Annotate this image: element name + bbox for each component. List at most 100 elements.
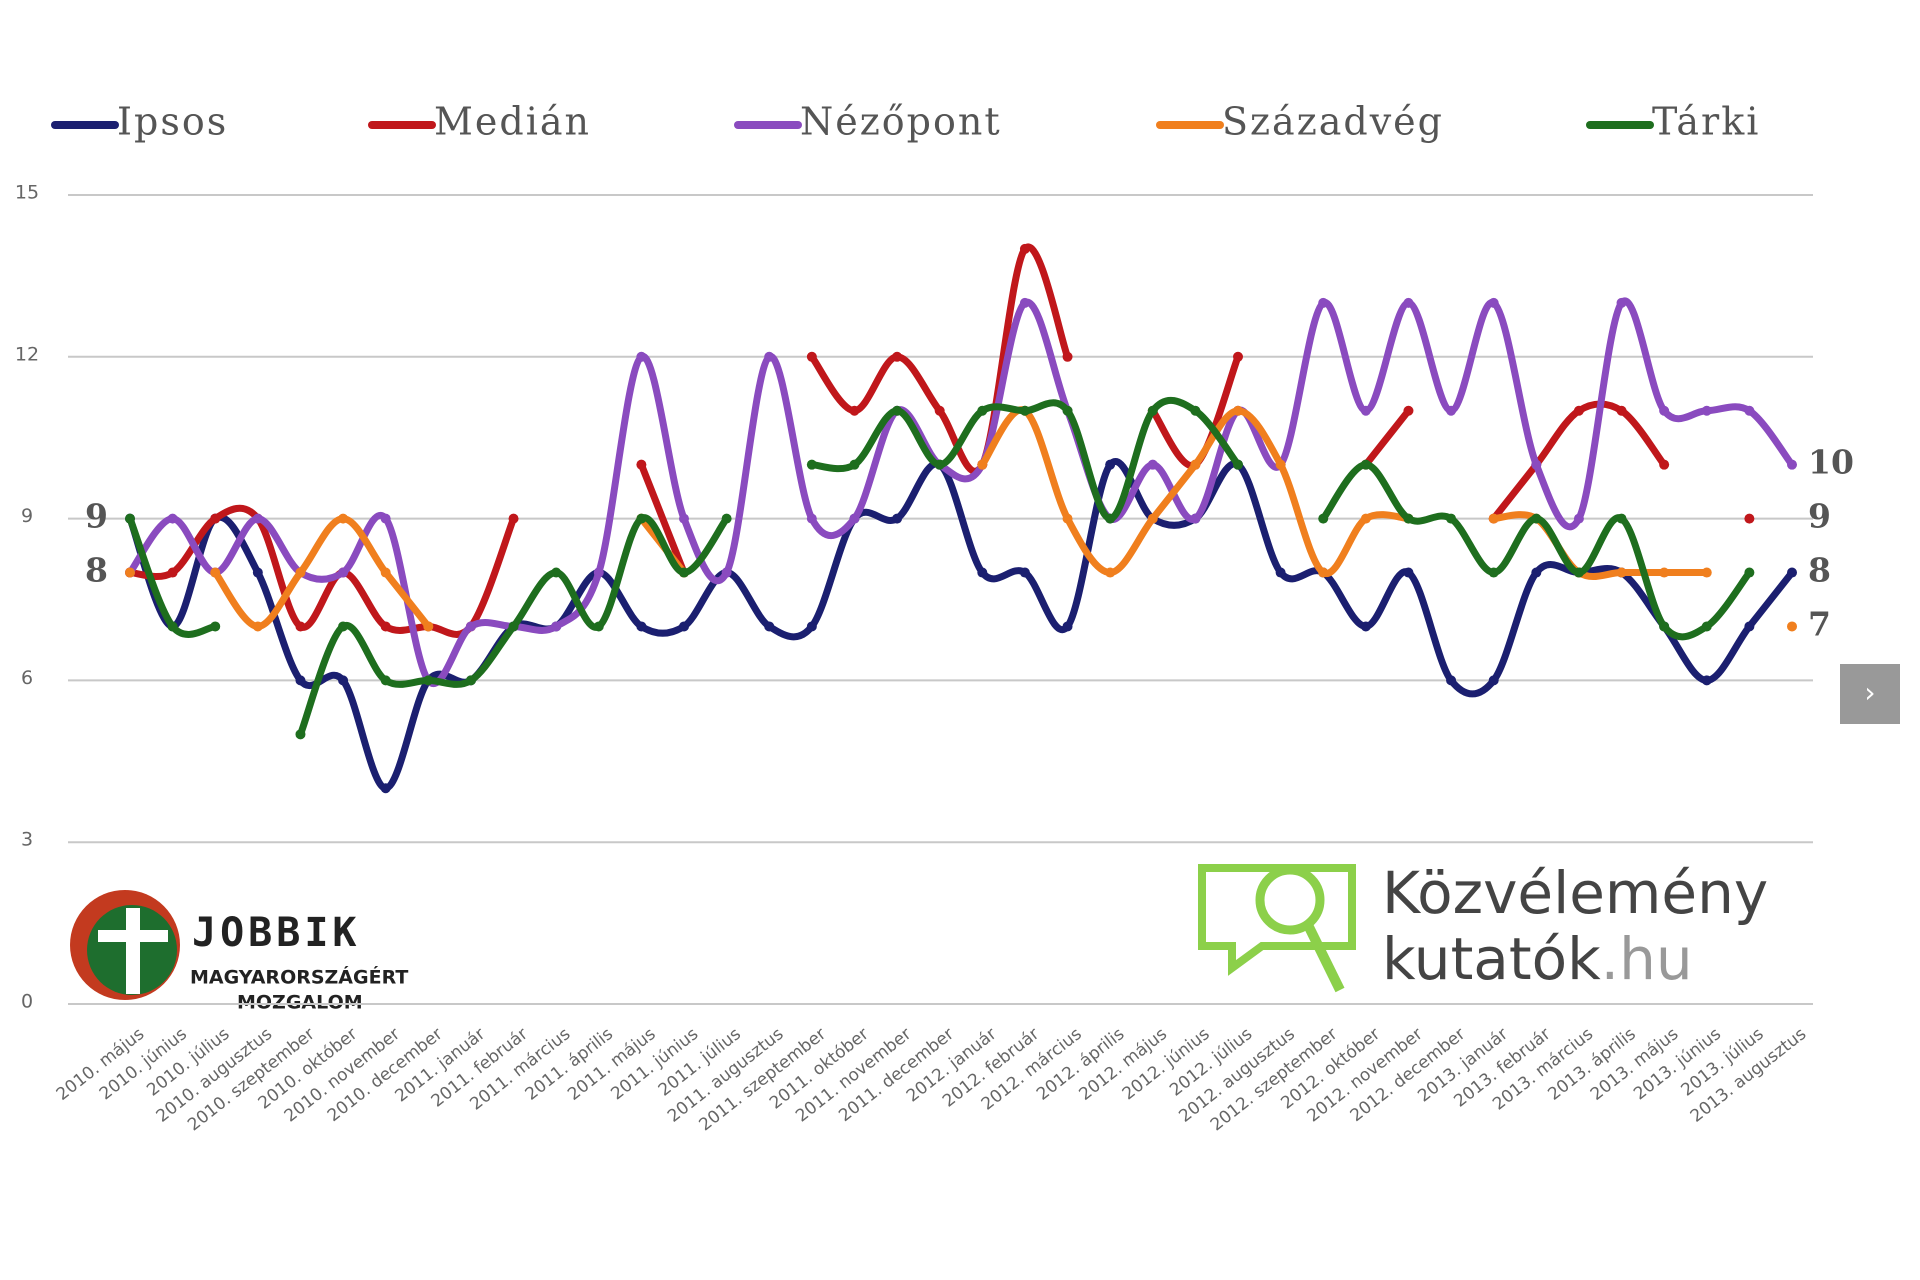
point [1701,405,1712,416]
point [1744,405,1755,416]
point [252,567,263,578]
point [551,567,562,578]
point [1403,405,1414,416]
point [764,621,775,632]
point [1446,513,1457,524]
point [252,513,263,524]
point [764,351,775,362]
point [1403,567,1414,578]
point [210,621,221,632]
point [167,513,178,524]
point [423,675,434,686]
point [1318,297,1329,308]
point [806,513,817,524]
logo-text: Közvélemény [1382,859,1768,927]
point [1531,459,1542,470]
point [636,621,647,632]
point [1275,567,1286,578]
point [977,459,988,470]
point [1531,513,1542,524]
point [465,675,476,686]
legend-label: Századvég [1222,100,1444,144]
point [1488,513,1499,524]
point [1019,243,1030,254]
point [551,621,562,632]
next-button[interactable] [1840,664,1900,724]
logo-text: MOZGALOM [237,992,363,1014]
point [1062,351,1073,362]
point [1744,513,1755,524]
logo-text: MAGYARORSZÁGÉRT [190,966,408,989]
point [892,513,903,524]
series [125,396,1755,740]
point [1062,405,1073,416]
point [806,351,817,362]
point [1659,459,1670,470]
kozvelemeny-logo: Közvélemény kutatók.hu [1198,859,1768,993]
logo-magnifier [1255,865,1325,935]
next-button-label[interactable]: › [1864,676,1875,709]
point [1105,513,1116,524]
point [295,729,306,740]
point [1446,405,1457,416]
point [1701,567,1712,578]
point [1147,459,1158,470]
point [1531,567,1542,578]
point [636,459,647,470]
point [1062,513,1073,524]
point [1147,513,1158,524]
series [125,243,1755,635]
point [934,405,945,416]
point [977,405,988,416]
point [1190,459,1201,470]
point [295,621,306,632]
point [295,675,306,686]
point [167,621,178,632]
point [1488,297,1499,308]
point [1744,567,1755,578]
point [1318,567,1329,578]
legend-label: Ipsos [117,100,228,144]
point [508,513,519,524]
point [849,513,860,524]
point [167,567,178,578]
point [977,567,988,578]
line [126,297,1796,687]
logo-text: JOBBIK [192,910,361,956]
point [1275,459,1286,470]
point [1360,621,1371,632]
point [1019,405,1030,416]
point [1233,351,1243,362]
value-label: 7 [1808,604,1831,643]
y-tick-label: 15 [15,182,39,204]
point [806,459,817,470]
point [380,567,391,578]
y-tick-label: 0 [21,991,33,1013]
value-label: 9 [85,497,108,536]
point [380,783,391,794]
point [1190,405,1201,416]
y-tick-label: 6 [21,667,33,689]
point [1190,513,1201,524]
point [1360,513,1371,524]
point [210,567,221,578]
legend-label: Nézőpont [800,100,1002,144]
point [1659,567,1670,578]
logo-cross [126,908,140,994]
point [380,513,391,524]
point [1446,675,1457,686]
point [1616,297,1627,308]
point [1147,405,1158,416]
line [126,396,1753,738]
point [679,567,689,578]
logo-text: kutatók.hu [1382,925,1693,993]
point [1062,621,1073,632]
point [1744,621,1755,632]
point [1573,513,1584,524]
point [636,351,647,362]
logo-text: .hu [1601,925,1693,993]
point [252,621,263,632]
point [338,513,349,524]
point [1573,405,1584,416]
logo-magnifier [1303,922,1345,993]
